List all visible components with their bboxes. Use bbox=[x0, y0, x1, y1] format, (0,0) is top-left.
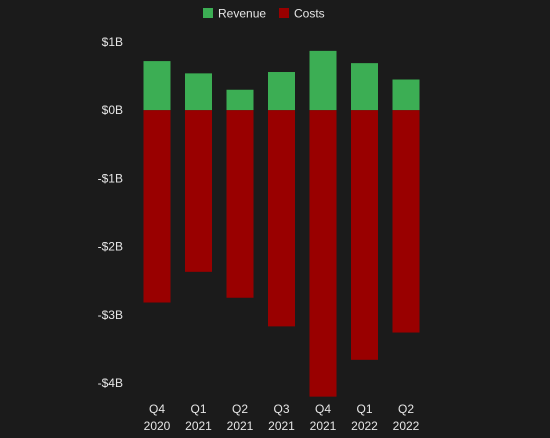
x-tick-label: Q3 bbox=[273, 402, 289, 416]
y-axis: $1B $0B -$1B -$2B -$3B -$4B bbox=[98, 35, 123, 390]
bar-costs bbox=[185, 110, 212, 272]
bar-revenue bbox=[268, 72, 295, 111]
x-tick-label: Q2 bbox=[232, 402, 248, 416]
y-tick-label: -$3B bbox=[98, 308, 123, 322]
bar-revenue bbox=[351, 63, 378, 111]
x-tick-label: Q4 bbox=[315, 402, 331, 416]
bar-revenue bbox=[185, 73, 212, 111]
legend-label-revenue: Revenue bbox=[218, 7, 266, 21]
bar-costs bbox=[143, 110, 171, 303]
bar-costs bbox=[268, 110, 295, 327]
x-tick-label: Q2 bbox=[398, 402, 414, 416]
x-tick-label: 2021 bbox=[268, 419, 295, 433]
x-tick-label: Q4 bbox=[149, 402, 165, 416]
x-tick-label: 2022 bbox=[351, 419, 378, 433]
y-tick-label: $1B bbox=[102, 35, 123, 49]
x-tick-label: Q1 bbox=[356, 402, 372, 416]
x-tick-label: 2021 bbox=[185, 419, 212, 433]
bar-costs bbox=[309, 110, 337, 397]
bar-revenue bbox=[226, 89, 254, 111]
legend-label-costs: Costs bbox=[294, 7, 325, 21]
x-tick-label: 2021 bbox=[310, 419, 337, 433]
legend-swatch-revenue bbox=[203, 8, 213, 18]
bar-revenue bbox=[392, 79, 420, 111]
x-tick-label: Q1 bbox=[190, 402, 206, 416]
bars bbox=[143, 50, 420, 397]
legend-swatch-costs bbox=[279, 8, 289, 18]
x-axis: Q4 2020 Q1 2021 Q2 2021 Q3 2021 Q4 2021 Q1 2022 Q2 20… bbox=[144, 402, 420, 433]
bar-revenue bbox=[309, 50, 337, 111]
bar-costs bbox=[226, 110, 254, 298]
bar-revenue bbox=[143, 61, 171, 111]
y-tick-label: -$2B bbox=[98, 240, 123, 254]
bar-costs bbox=[351, 110, 378, 360]
x-tick-label: 2021 bbox=[227, 419, 254, 433]
y-tick-label: -$4B bbox=[98, 376, 123, 390]
bar-costs bbox=[392, 110, 420, 333]
chart-legend: Revenue Costs bbox=[203, 7, 325, 21]
x-tick-label: 2020 bbox=[144, 419, 171, 433]
y-tick-label: $0B bbox=[102, 103, 123, 117]
x-tick-label: 2022 bbox=[393, 419, 420, 433]
y-tick-label: -$1B bbox=[98, 171, 123, 185]
